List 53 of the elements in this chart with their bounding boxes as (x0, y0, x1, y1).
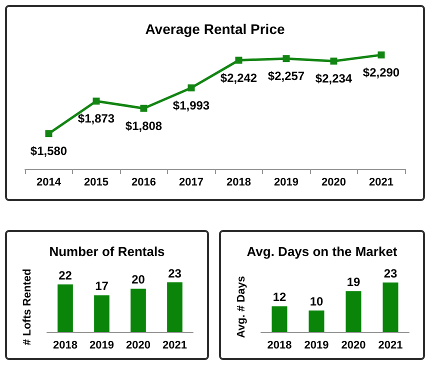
data-label: 23 (168, 266, 182, 280)
data-label: 10 (310, 294, 324, 309)
point (188, 84, 195, 92)
data-label: 19 (346, 275, 360, 290)
x-tick-label: 2018 (53, 340, 78, 352)
x-tick-label: 2019 (90, 340, 114, 352)
bar (130, 288, 146, 332)
bar (272, 306, 288, 332)
x-tick-label: 2021 (369, 176, 394, 188)
bar (308, 310, 324, 332)
x-tick-label: 2020 (322, 176, 346, 188)
point (235, 56, 242, 64)
point (140, 104, 148, 112)
bar (167, 282, 182, 332)
x-tick-label: 2021 (162, 340, 187, 352)
bar (58, 284, 73, 332)
chart-title: Number of Rentals (49, 244, 165, 259)
y-axis-title: # Lofts Rented (22, 268, 34, 346)
data-label: $2,290 (362, 65, 400, 80)
chart-title: Average Rental Price (145, 21, 285, 37)
bar (346, 291, 362, 332)
data-label: $1,808 (125, 118, 162, 133)
bar (94, 295, 110, 332)
data-label: $1,873 (78, 112, 115, 126)
x-tick-label: 2018 (226, 176, 251, 188)
data-label: $2,242 (220, 70, 258, 85)
data-label: $1,580 (30, 144, 68, 158)
x-tick-label: 2014 (36, 176, 62, 188)
point (282, 55, 290, 62)
bar (382, 282, 398, 332)
data-label: 20 (132, 272, 146, 287)
x-tick-label: 2017 (179, 176, 204, 188)
y-axis-title: Avg. # Days (236, 276, 248, 338)
point (45, 130, 52, 138)
x-tick-label: 2019 (274, 176, 298, 188)
x-tick-label: 2015 (84, 176, 108, 188)
point (92, 98, 100, 105)
x-tick-label: 2018 (267, 340, 292, 352)
chart-title: Avg. Days on the Market (246, 244, 398, 259)
x-tick-label: 2020 (341, 340, 366, 352)
data-label: 23 (384, 266, 398, 281)
x-tick-label: 2016 (132, 176, 156, 188)
data-label: 17 (95, 279, 109, 294)
point (330, 58, 338, 65)
x-tick-label: 2021 (378, 340, 403, 352)
data-label: 22 (58, 268, 72, 282)
data-label: $2,257 (268, 69, 305, 84)
x-tick-label: 2019 (304, 340, 329, 352)
x-tick-label: 2020 (126, 340, 150, 352)
data-label: $2,234 (315, 72, 352, 86)
data-label: $1,993 (172, 98, 210, 112)
data-label: 12 (272, 290, 286, 304)
point (378, 51, 385, 58)
